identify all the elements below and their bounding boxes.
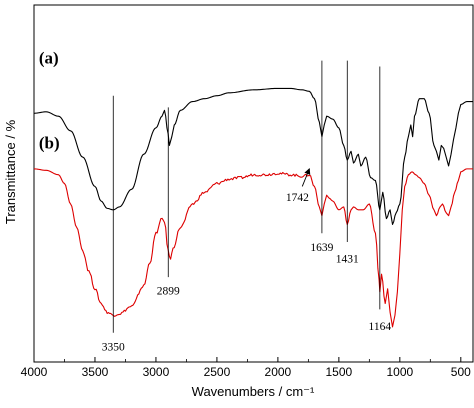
x-tick-label-2000: 2000 [265,365,292,379]
x-tick-label-3500: 3500 [82,365,109,379]
peak-label-1164: 1164 [369,321,392,333]
x-tick-label-1500: 1500 [326,365,353,379]
series-label-layer: (a) (b) [39,49,60,153]
series-label-b: (b) [39,133,60,152]
x-tick-label-1000: 1000 [386,365,413,379]
peak-label-1639: 1639 [310,242,333,254]
series-layer [33,87,473,328]
annotation-arrow-1742 [301,168,311,187]
peak-label-1431: 1431 [336,254,359,266]
x-tick-label-2500: 2500 [204,365,231,379]
x-axis-ticks: 4000 3500 3000 2500 2000 1500 1000 500 [21,357,471,379]
y-axis-title: Transmittance / % [3,119,18,224]
annotation-label-1742: 1742 [286,192,309,204]
x-tick-label-500: 500 [451,365,471,379]
series-label-a: (a) [39,49,59,68]
x-tick-label-4000: 4000 [21,365,48,379]
spectrum-line-a [33,87,473,226]
x-tick-label-3000: 3000 [143,365,170,379]
plot-frame [33,4,474,363]
peak-label-3350: 3350 [102,341,125,353]
spectrum-line-b [33,168,473,328]
peak-label-2899: 2899 [157,286,180,298]
x-axis-title: Wavenumbers / cm⁻¹ [192,384,315,399]
